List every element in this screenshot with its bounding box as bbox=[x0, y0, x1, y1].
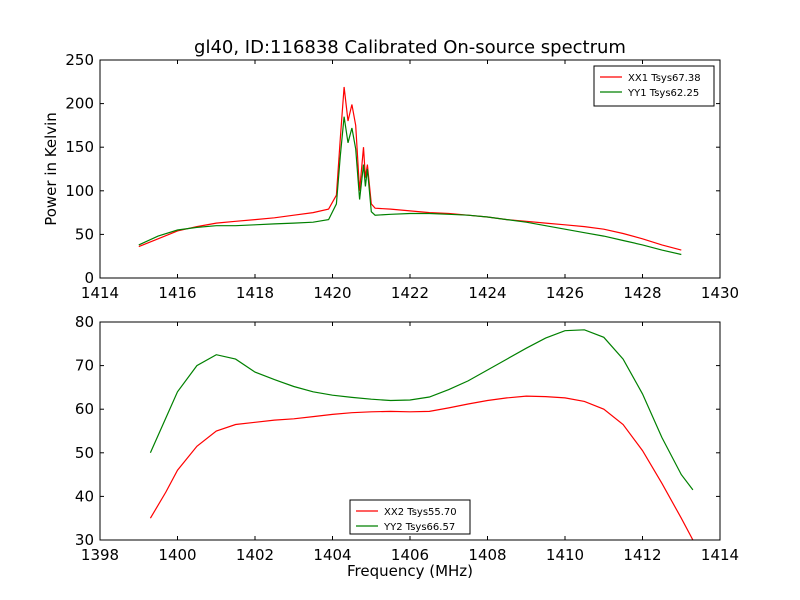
bottom-chart-xlabel: Frequency (MHz) bbox=[347, 562, 473, 580]
top-x-tick-label: 1422 bbox=[391, 284, 429, 302]
top-x-tick-label: 1426 bbox=[546, 284, 584, 302]
bottom-y-tick-label: 60 bbox=[75, 400, 94, 418]
top-x-tick-label: 1428 bbox=[623, 284, 661, 302]
bottom-series-line-1 bbox=[149, 329, 694, 491]
bottom-legend: XX2 Tsys55.70 YY2 Tsys66.57 bbox=[349, 499, 471, 535]
top-x-tick-label: 1430 bbox=[701, 284, 739, 302]
bottom-x-tick-label: 1414 bbox=[701, 546, 739, 564]
bottom-x-tick-label: 1412 bbox=[623, 546, 661, 564]
top-series-line-1 bbox=[138, 116, 682, 256]
bottom-chart-panel: 1398 1400 1402 1404 1406 1408 1410 1412 1414 30 40… bbox=[75, 313, 739, 564]
top-chart-ylabel: Power in Kelvin bbox=[42, 112, 60, 226]
top-legend-label: XX1 Tsys67.38 bbox=[628, 73, 701, 84]
top-legend-label: YY1 Tsys62.25 bbox=[627, 88, 699, 99]
top-chart-title: gl40, ID:116838 Calibrated On-source spe… bbox=[194, 37, 626, 58]
top-chart-panel: 1414 1416 1418 1420 1422 1424 1426 1428 1430 0 50 1… bbox=[65, 51, 739, 302]
top-y-tick-label: 50 bbox=[75, 225, 94, 243]
bottom-y-tick-label: 80 bbox=[75, 313, 94, 331]
bottom-y-tick-label: 40 bbox=[75, 487, 94, 505]
bottom-y-tick-label: 50 bbox=[75, 444, 94, 462]
top-series-line-0 bbox=[138, 86, 682, 251]
bottom-y-tick-label: 70 bbox=[75, 357, 94, 375]
top-x-tick-label: 1418 bbox=[236, 284, 274, 302]
bottom-x-tick-label: 1402 bbox=[236, 546, 274, 564]
bottom-x-tick-label: 1400 bbox=[158, 546, 196, 564]
top-x-tick-label: 1416 bbox=[158, 284, 196, 302]
bottom-legend-box bbox=[349, 499, 471, 535]
top-y-tick-label: 200 bbox=[65, 95, 94, 113]
bottom-series-line-0 bbox=[149, 395, 694, 540]
bottom-x-tick-label: 1406 bbox=[391, 546, 429, 564]
top-y-tick-label: 150 bbox=[65, 138, 94, 156]
bottom-x-tick-label: 1410 bbox=[546, 546, 584, 564]
bottom-y-tick-label: 30 bbox=[75, 531, 94, 549]
bottom-x-tick-label: 1398 bbox=[81, 546, 119, 564]
bottom-legend-label: XX2 Tsys55.70 bbox=[384, 507, 457, 518]
top-x-tick-label: 1414 bbox=[81, 284, 119, 302]
bottom-legend-label: YY2 Tsys66.57 bbox=[383, 522, 455, 533]
top-y-tick-label: 250 bbox=[65, 51, 94, 69]
top-x-tick-label: 1420 bbox=[313, 284, 351, 302]
bottom-x-tick-label: 1404 bbox=[313, 546, 351, 564]
top-y-tick-label: 0 bbox=[84, 269, 94, 287]
top-y-tick-label: 100 bbox=[65, 182, 94, 200]
top-x-tick-label: 1424 bbox=[468, 284, 506, 302]
bottom-x-tick-label: 1408 bbox=[468, 546, 506, 564]
top-legend-box bbox=[593, 65, 715, 107]
top-legend: XX1 Tsys67.38 YY1 Tsys62.25 bbox=[593, 65, 715, 107]
